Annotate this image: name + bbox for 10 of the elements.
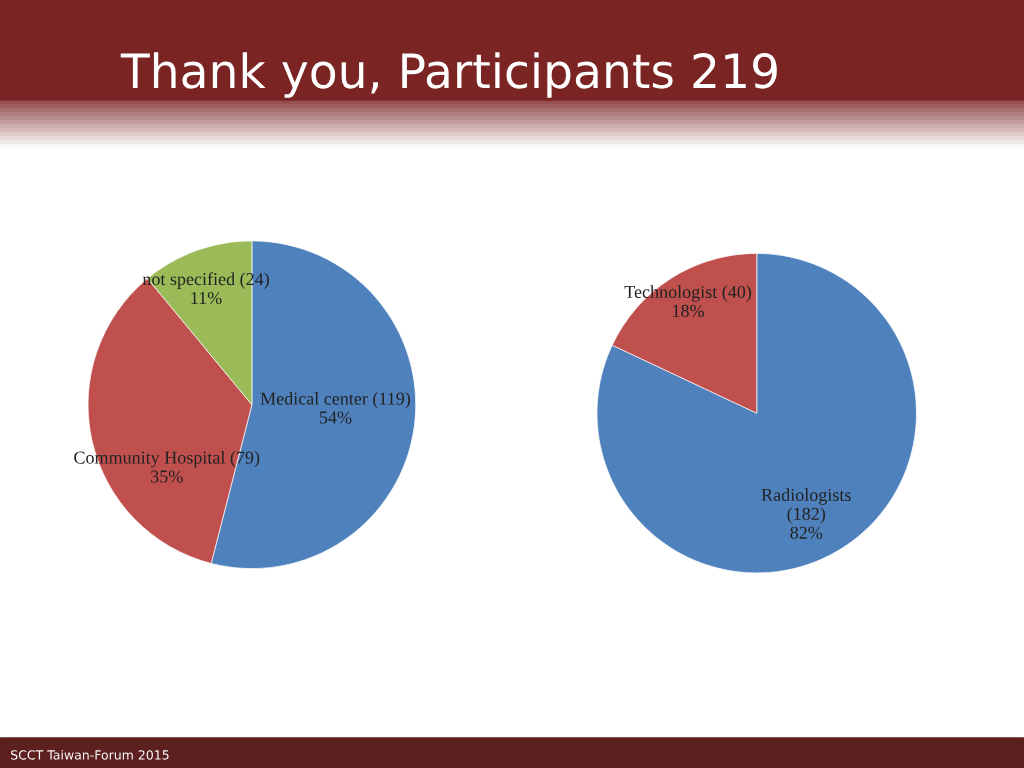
data-label: 35% bbox=[151, 470, 183, 483]
slice-label: Radiologists (182) bbox=[761, 488, 851, 524]
pie-slice bbox=[596, 253, 917, 574]
text: SCCT Taiwan-Forum 2015 bbox=[11, 749, 169, 760]
data-label: 82% bbox=[790, 526, 823, 539]
data-label: 54% bbox=[319, 411, 352, 424]
data-label: 11% bbox=[191, 291, 222, 305]
chart-title: Thank you, Participants 219 bbox=[120, 52, 777, 98]
data-label: 18% bbox=[673, 304, 704, 317]
slice-label: Medical center (119) bbox=[260, 392, 411, 409]
